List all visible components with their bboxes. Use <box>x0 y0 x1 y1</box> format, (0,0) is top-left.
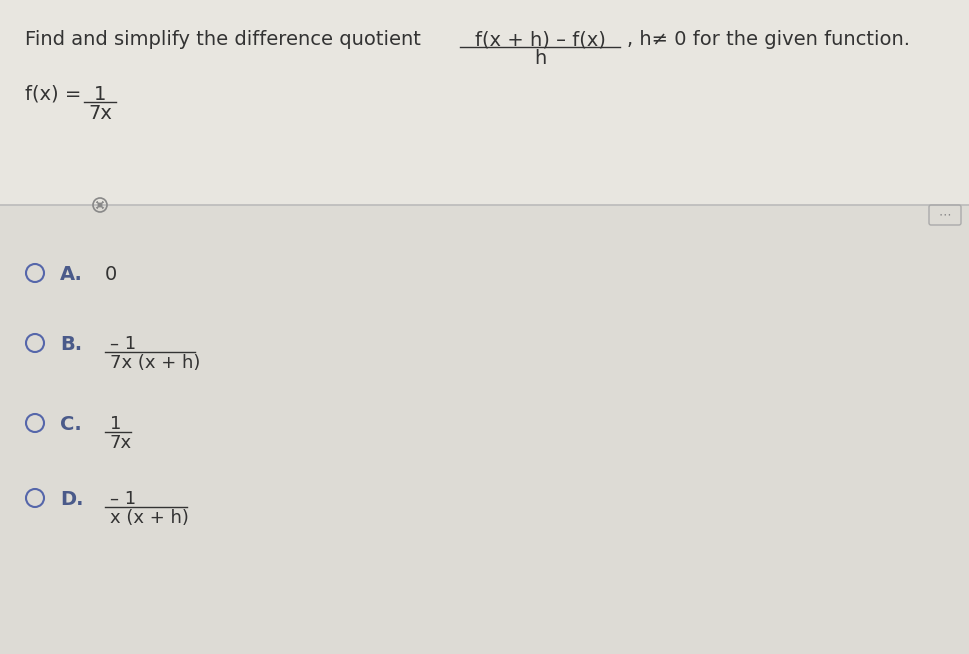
Text: D.: D. <box>60 490 83 509</box>
Text: A.: A. <box>60 265 82 284</box>
Text: Find and simplify the difference quotient: Find and simplify the difference quotien… <box>25 30 421 49</box>
Text: C.: C. <box>60 415 81 434</box>
Text: 1: 1 <box>94 85 106 104</box>
Text: 1: 1 <box>109 415 121 433</box>
Text: x (x + h): x (x + h) <box>109 509 189 527</box>
Text: 7x: 7x <box>88 104 111 123</box>
Text: , h≠ 0 for the given function.: , h≠ 0 for the given function. <box>626 30 909 49</box>
Text: 0: 0 <box>105 265 117 284</box>
Text: ⋯: ⋯ <box>938 209 951 222</box>
Text: 7x: 7x <box>109 434 132 452</box>
Text: – 1: – 1 <box>109 490 136 508</box>
Bar <box>0 0 969 205</box>
Text: – 1: – 1 <box>109 335 136 353</box>
Text: B.: B. <box>60 335 82 354</box>
Bar <box>0 205 969 654</box>
Text: f(x + h) – f(x): f(x + h) – f(x) <box>474 30 605 49</box>
Text: 7x (x + h): 7x (x + h) <box>109 354 201 372</box>
Text: h: h <box>533 49 546 68</box>
Text: f(x) =: f(x) = <box>25 85 81 104</box>
